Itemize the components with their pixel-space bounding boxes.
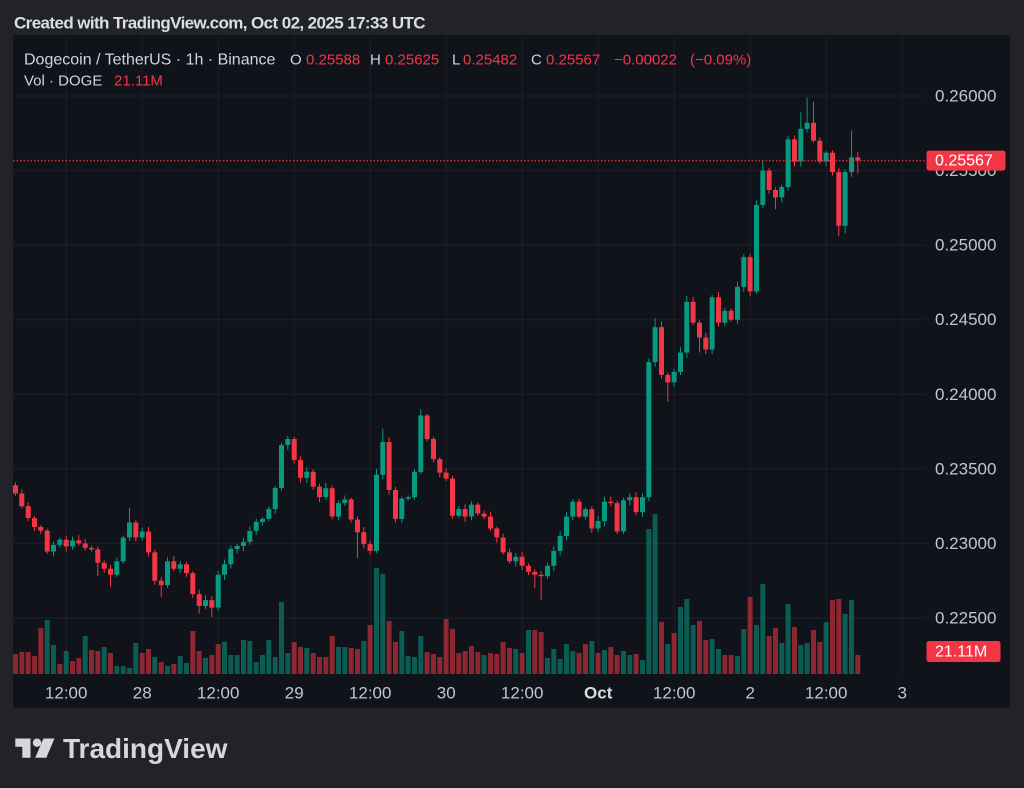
svg-text:0.24500: 0.24500 [935, 310, 996, 329]
svg-text:29: 29 [285, 684, 304, 703]
svg-text:0.22500: 0.22500 [935, 609, 996, 628]
svg-text:Vol · DOGE: Vol · DOGE [24, 73, 102, 90]
svg-text:2: 2 [745, 684, 754, 703]
svg-text:O: O [290, 52, 302, 69]
svg-text:Dogecoin / TetherUS · 1h · Bin: Dogecoin / TetherUS · 1h · Binance [24, 52, 276, 69]
svg-text:12:00: 12:00 [45, 684, 88, 703]
svg-text:0.23500: 0.23500 [935, 459, 996, 478]
svg-text:0.23000: 0.23000 [935, 534, 996, 553]
svg-text:30: 30 [437, 684, 456, 703]
svg-text:Created with TradingView.com,: Created with TradingView.com, Oct 02, 20… [14, 14, 425, 33]
svg-text:12:00: 12:00 [805, 684, 848, 703]
svg-text:21.11M: 21.11M [114, 73, 163, 90]
svg-text:0.26000: 0.26000 [935, 87, 996, 106]
svg-text:H: H [370, 52, 381, 69]
svg-text:21.11M: 21.11M [935, 644, 987, 661]
svg-text:(−0.09%): (−0.09%) [690, 52, 751, 69]
svg-text:−0.00022: −0.00022 [614, 52, 677, 69]
svg-text:28: 28 [133, 684, 152, 703]
svg-text:0.25000: 0.25000 [935, 236, 996, 255]
svg-text:0.25625: 0.25625 [385, 52, 439, 69]
svg-text:0.25588: 0.25588 [306, 52, 360, 69]
svg-text:12:00: 12:00 [501, 684, 544, 703]
svg-text:C: C [531, 52, 542, 69]
svg-text:0.25567: 0.25567 [935, 153, 993, 170]
svg-text:0.25567: 0.25567 [546, 52, 600, 69]
svg-text:TradingView: TradingView [63, 733, 228, 764]
svg-text:12:00: 12:00 [653, 684, 696, 703]
svg-text:12:00: 12:00 [349, 684, 392, 703]
svg-text:0.25482: 0.25482 [463, 52, 517, 69]
svg-text:0.24000: 0.24000 [935, 385, 996, 404]
svg-text:Oct: Oct [584, 684, 613, 703]
svg-text:L: L [452, 52, 460, 69]
svg-text:12:00: 12:00 [197, 684, 240, 703]
svg-text:3: 3 [897, 684, 906, 703]
